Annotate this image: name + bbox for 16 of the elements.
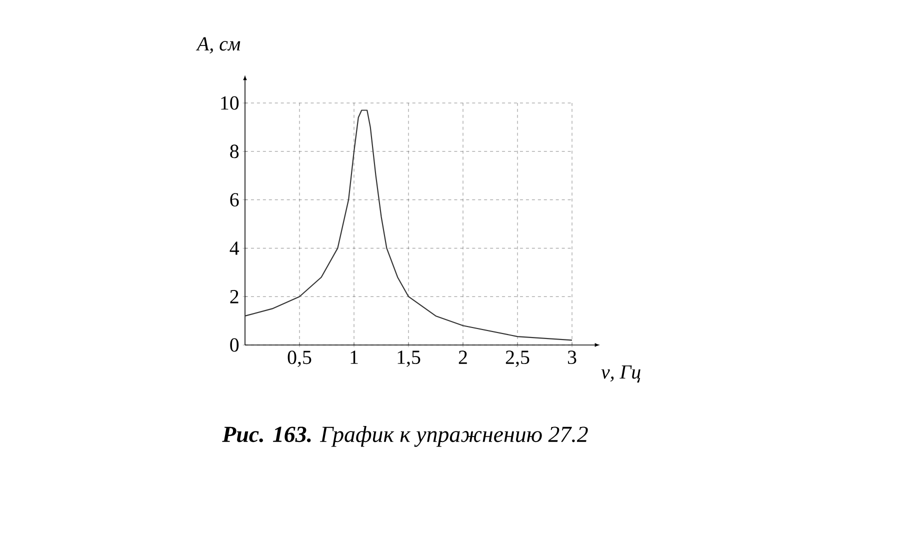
y-tick-label: 2 xyxy=(230,290,238,304)
x-tick-label: 2 xyxy=(458,350,467,364)
y-axis-title: A, см xyxy=(196,37,240,54)
x-tick-label: 2,5 xyxy=(506,350,530,367)
x-tick-label: 1 xyxy=(350,350,358,364)
x-tick-label: 0,5 xyxy=(288,350,312,367)
x-tick-label: 1,5 xyxy=(398,350,420,367)
y-tick-label: 10 xyxy=(221,96,239,110)
text: Рис. 163. График к упражнению 27.2 xyxy=(222,426,588,447)
line-series xyxy=(244,110,573,341)
y-tick-label: 8 xyxy=(230,144,239,158)
y-tick-label: 4 xyxy=(230,242,240,255)
x-axis-title: ν, Гц xyxy=(601,365,640,382)
x-tick-label: 3 xyxy=(568,350,576,364)
y-tick-label: 6 xyxy=(230,193,239,206)
y-tick-label: 0 xyxy=(230,338,239,352)
